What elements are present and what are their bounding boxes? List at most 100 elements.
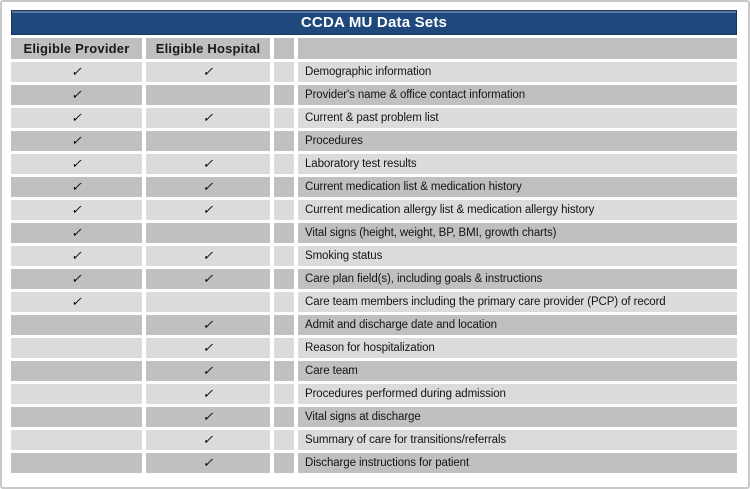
- eligible-provider-cell: ✓: [11, 154, 142, 174]
- eligible-provider-cell: [11, 453, 142, 473]
- dataset-label: Discharge instructions for patient: [298, 453, 737, 473]
- eligible-hospital-cell: ✓: [146, 384, 270, 404]
- eligible-hospital-cell: ✓: [146, 453, 270, 473]
- eligible-provider-cell: [11, 384, 142, 404]
- dataset-label: Current & past problem list: [298, 108, 737, 128]
- table-row: ✓ ✓ Care plan field(s), including goals …: [11, 269, 737, 289]
- table-row: ✓ ✓ Smoking status: [11, 246, 737, 266]
- eligible-provider-cell: [11, 430, 142, 450]
- table-title-bar: CCDA MU Data Sets: [11, 10, 737, 35]
- checkmark-icon: ✓: [202, 179, 214, 194]
- eligible-hospital-cell: [146, 292, 270, 312]
- spacer-cell: [274, 453, 294, 473]
- dataset-label: Procedures: [298, 131, 737, 151]
- eligible-provider-cell: [11, 315, 142, 335]
- table-row: ✓ Care team members including the primar…: [11, 292, 737, 312]
- eligible-hospital-cell: ✓: [146, 361, 270, 381]
- checkmark-icon: ✓: [202, 363, 214, 378]
- table-row: ✓ ✓ Current medication list & medication…: [11, 177, 737, 197]
- dataset-label: Care team: [298, 361, 737, 381]
- table-row: ✓ ✓ Current & past problem list: [11, 108, 737, 128]
- spacer-cell: [274, 430, 294, 450]
- dataset-label: Current medication list & medication his…: [298, 177, 737, 197]
- eligible-provider-cell: ✓: [11, 85, 142, 105]
- eligible-provider-cell: ✓: [11, 131, 142, 151]
- checkmark-icon: ✓: [71, 133, 82, 148]
- table-body: ✓ ✓ Demographic information ✓ Provider's…: [11, 62, 737, 473]
- spacer-cell: [274, 108, 294, 128]
- dataset-label: Vital signs (height, weight, BP, BMI, gr…: [298, 223, 737, 243]
- eligible-hospital-cell: ✓: [146, 338, 270, 358]
- spacer-cell: [274, 223, 294, 243]
- dataset-label: Vital signs at discharge: [298, 407, 737, 427]
- column-header-spacer: [274, 38, 294, 59]
- eligible-hospital-cell: ✓: [146, 430, 270, 450]
- column-header-eligible-provider: Eligible Provider: [11, 38, 142, 59]
- spacer-cell: [274, 246, 294, 266]
- table-row: ✓ Vital signs (height, weight, BP, BMI, …: [11, 223, 737, 243]
- dataset-label: Reason for hospitalization: [298, 338, 737, 358]
- eligible-hospital-cell: [146, 131, 270, 151]
- checkmark-icon: ✓: [202, 271, 214, 286]
- column-header-eligible-hospital: Eligible Hospital: [146, 38, 270, 59]
- table-row: ✓ Provider's name & office contact infor…: [11, 85, 737, 105]
- dataset-label: Smoking status: [298, 246, 737, 266]
- checkmark-icon: ✓: [202, 409, 214, 424]
- checkmark-icon: ✓: [71, 294, 82, 309]
- dataset-label: Laboratory test results: [298, 154, 737, 174]
- spacer-cell: [274, 85, 294, 105]
- dataset-label: Care team members including the primary …: [298, 292, 737, 312]
- spacer-cell: [274, 384, 294, 404]
- checkmark-icon: ✓: [202, 340, 214, 355]
- eligible-hospital-cell: ✓: [146, 108, 270, 128]
- checkmark-icon: ✓: [202, 317, 214, 332]
- eligible-provider-cell: ✓: [11, 269, 142, 289]
- eligible-provider-cell: ✓: [11, 108, 142, 128]
- dataset-label: Demographic information: [298, 62, 737, 82]
- dataset-label: Procedures performed during admission: [298, 384, 737, 404]
- table-row: ✓ Vital signs at discharge: [11, 407, 737, 427]
- checkmark-icon: ✓: [71, 64, 82, 79]
- spacer-cell: [274, 200, 294, 220]
- eligible-hospital-cell: ✓: [146, 269, 270, 289]
- table-row: ✓ Admit and discharge date and location: [11, 315, 737, 335]
- checkmark-icon: ✓: [202, 455, 214, 470]
- column-header-dataset: [298, 38, 737, 59]
- dataset-label: Provider's name & office contact informa…: [298, 85, 737, 105]
- eligible-hospital-cell: ✓: [146, 246, 270, 266]
- eligible-hospital-cell: [146, 223, 270, 243]
- eligible-provider-cell: ✓: [11, 292, 142, 312]
- eligible-hospital-cell: ✓: [146, 315, 270, 335]
- eligible-hospital-cell: ✓: [146, 177, 270, 197]
- eligible-hospital-cell: [146, 85, 270, 105]
- table-row: ✓ Procedures: [11, 131, 737, 151]
- checkmark-icon: ✓: [202, 110, 214, 125]
- spacer-cell: [274, 292, 294, 312]
- eligible-provider-cell: ✓: [11, 62, 142, 82]
- eligible-hospital-cell: ✓: [146, 154, 270, 174]
- spacer-cell: [274, 338, 294, 358]
- spacer-cell: [274, 407, 294, 427]
- eligible-provider-cell: ✓: [11, 223, 142, 243]
- dataset-label: Summary of care for transitions/referral…: [298, 430, 737, 450]
- checkmark-icon: ✓: [202, 386, 214, 401]
- checkmark-icon: ✓: [202, 156, 214, 171]
- table-row: ✓ ✓ Demographic information: [11, 62, 737, 82]
- checkmark-icon: ✓: [202, 202, 214, 217]
- eligible-provider-cell: ✓: [11, 200, 142, 220]
- spacer-cell: [274, 177, 294, 197]
- table-row: ✓ Reason for hospitalization: [11, 338, 737, 358]
- checkmark-icon: ✓: [71, 179, 82, 194]
- checkmark-icon: ✓: [202, 64, 214, 79]
- spacer-cell: [274, 269, 294, 289]
- table-row: ✓ ✓ Current medication allergy list & me…: [11, 200, 737, 220]
- table-header-row: Eligible Provider Eligible Hospital: [11, 38, 737, 59]
- table-row: ✓ Discharge instructions for patient: [11, 453, 737, 473]
- eligible-provider-cell: ✓: [11, 246, 142, 266]
- page-title: CCDA MU Data Sets: [300, 14, 448, 31]
- spacer-cell: [274, 131, 294, 151]
- spacer-cell: [274, 361, 294, 381]
- checkmark-icon: ✓: [202, 432, 214, 447]
- eligible-hospital-cell: ✓: [146, 62, 270, 82]
